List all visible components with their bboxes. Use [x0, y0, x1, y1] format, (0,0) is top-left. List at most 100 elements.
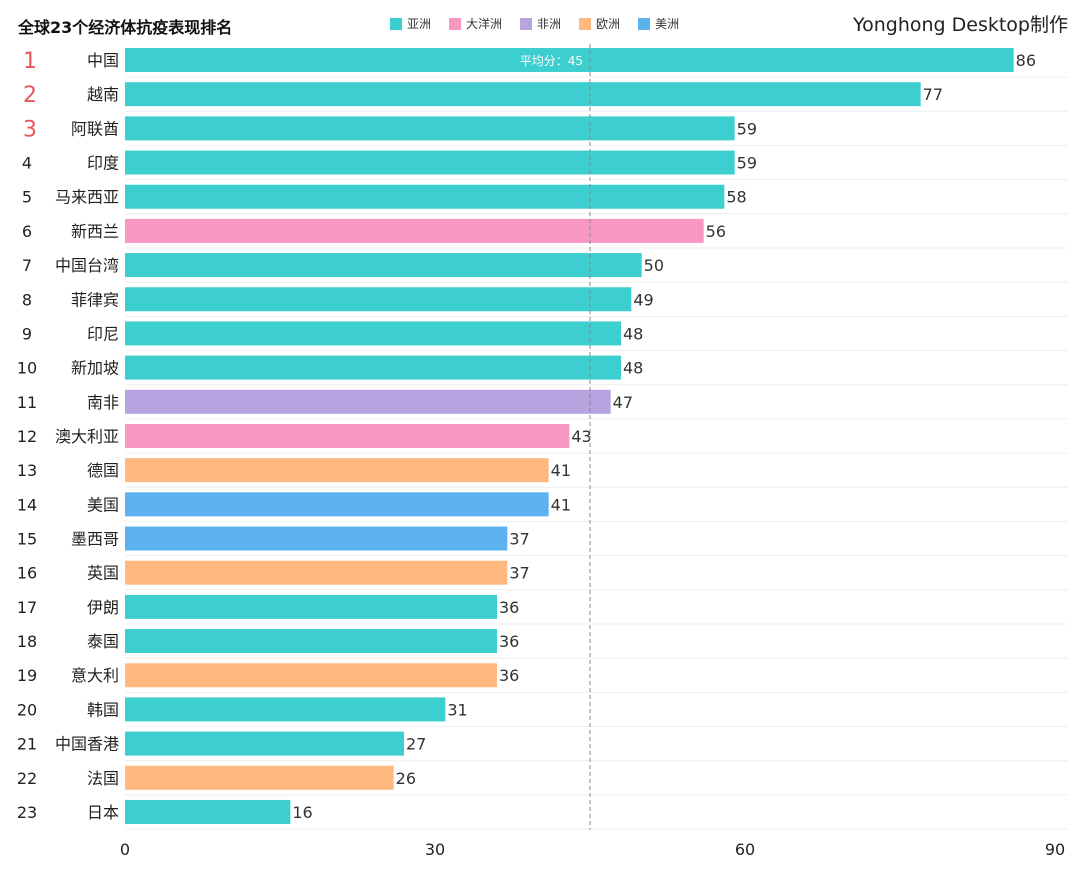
category-label: 泰国 [87, 632, 119, 651]
rank-label: 5 [22, 188, 32, 207]
category-label: 中国台湾 [55, 256, 119, 275]
legend-swatch [579, 17, 592, 30]
value-label: 48 [623, 359, 643, 378]
bar[interactable] [125, 48, 1014, 72]
value-label: 36 [499, 598, 519, 617]
chart-title: 全球23个经济体抗疫表现排名 [18, 18, 233, 37]
legend-item[interactable]: 非洲 [520, 15, 561, 32]
value-label: 27 [406, 735, 426, 754]
legend-label: 大洋洲 [466, 17, 503, 31]
legend-swatch [390, 17, 402, 30]
bar[interactable] [125, 458, 549, 483]
legend-label: 欧洲 [596, 17, 621, 31]
bar[interactable] [125, 287, 632, 312]
rank-label: 10 [17, 359, 37, 378]
rank-label: 17 [17, 598, 37, 617]
bar[interactable] [125, 526, 508, 551]
rank-label: 11 [17, 393, 37, 412]
value-label: 59 [737, 119, 757, 138]
legend-item[interactable]: 亚洲 [390, 15, 431, 32]
rank-label: 20 [17, 700, 37, 719]
value-label: 41 [551, 461, 571, 480]
bar[interactable] [125, 697, 446, 722]
x-tick-label: 60 [735, 840, 755, 859]
bar[interactable] [125, 184, 725, 209]
bar[interactable] [125, 150, 735, 175]
bar[interactable] [125, 423, 570, 448]
legend-swatch [449, 17, 462, 30]
category-label: 意大利 [71, 666, 119, 685]
rank-label: 19 [17, 666, 37, 685]
value-label: 77 [923, 85, 943, 104]
value-label: 49 [633, 290, 653, 309]
value-label: 48 [623, 324, 643, 343]
rank-label: 8 [22, 290, 32, 309]
x-tick-label: 0 [120, 840, 130, 859]
rank-label: 12 [17, 427, 37, 446]
rank-label: 9 [22, 324, 32, 343]
rank-label: 22 [17, 769, 37, 788]
category-label: 墨西哥 [71, 530, 119, 549]
value-label: 16 [292, 803, 312, 822]
rank-label: 7 [22, 256, 32, 275]
bar[interactable] [125, 765, 394, 790]
rank-label: 14 [17, 495, 37, 514]
value-label: 31 [447, 700, 467, 719]
legend-swatch [638, 17, 651, 30]
category-label: 英国 [87, 564, 119, 583]
legend-label: 美洲 [655, 17, 680, 31]
value-label: 86 [1016, 51, 1036, 70]
bar[interactable] [125, 82, 921, 107]
rank-label: 21 [17, 735, 37, 754]
value-label: 50 [644, 256, 664, 275]
value-label: 41 [551, 495, 571, 514]
category-label: 阿联酋 [71, 119, 119, 138]
rank-label: 4 [22, 154, 32, 173]
legend-label: 亚洲 [407, 17, 432, 31]
bar[interactable] [125, 594, 497, 619]
bar[interactable] [125, 253, 642, 278]
category-label: 印尼 [87, 324, 119, 343]
value-label: 36 [499, 666, 519, 685]
category-label: 美国 [87, 495, 119, 514]
legend-item[interactable]: 美洲 [638, 15, 679, 32]
category-label: 菲律宾 [71, 290, 119, 309]
rank-label: 23 [17, 803, 37, 822]
value-label: 37 [509, 530, 529, 549]
category-label: 南非 [87, 393, 119, 412]
rank-label: 15 [17, 530, 37, 549]
legend-swatch [520, 17, 533, 30]
category-label: 韩国 [87, 700, 119, 719]
bar[interactable] [125, 218, 704, 243]
x-tick-label: 30 [425, 840, 445, 859]
bar[interactable] [125, 663, 497, 688]
bar[interactable] [125, 355, 621, 380]
legend-item[interactable]: 大洋洲 [449, 15, 502, 32]
legend-item[interactable]: 欧洲 [579, 15, 620, 32]
category-label: 法国 [87, 769, 119, 788]
category-label: 德国 [87, 461, 119, 480]
category-label: 中国香港 [55, 735, 119, 754]
legend-label: 非洲 [537, 17, 562, 31]
value-label: 36 [499, 632, 519, 651]
average-label: 平均分：45 [520, 54, 583, 68]
bar[interactable] [125, 389, 611, 414]
value-label: 26 [396, 769, 416, 788]
bar[interactable] [125, 560, 508, 585]
bar[interactable] [125, 116, 735, 141]
x-tick-label: 90 [1045, 840, 1065, 859]
bar[interactable] [125, 492, 549, 517]
rank-label: 6 [22, 222, 32, 241]
value-label: 58 [726, 188, 746, 207]
bar[interactable] [125, 731, 404, 756]
bar[interactable] [125, 321, 621, 346]
brand-label: Yonghong Desktop制作 [853, 14, 1068, 36]
rank-label: 13 [17, 461, 37, 480]
value-label: 37 [509, 564, 529, 583]
category-label: 澳大利亚 [55, 427, 119, 446]
category-label: 伊朗 [87, 598, 119, 617]
bar[interactable] [125, 799, 291, 824]
bar[interactable] [125, 629, 497, 654]
